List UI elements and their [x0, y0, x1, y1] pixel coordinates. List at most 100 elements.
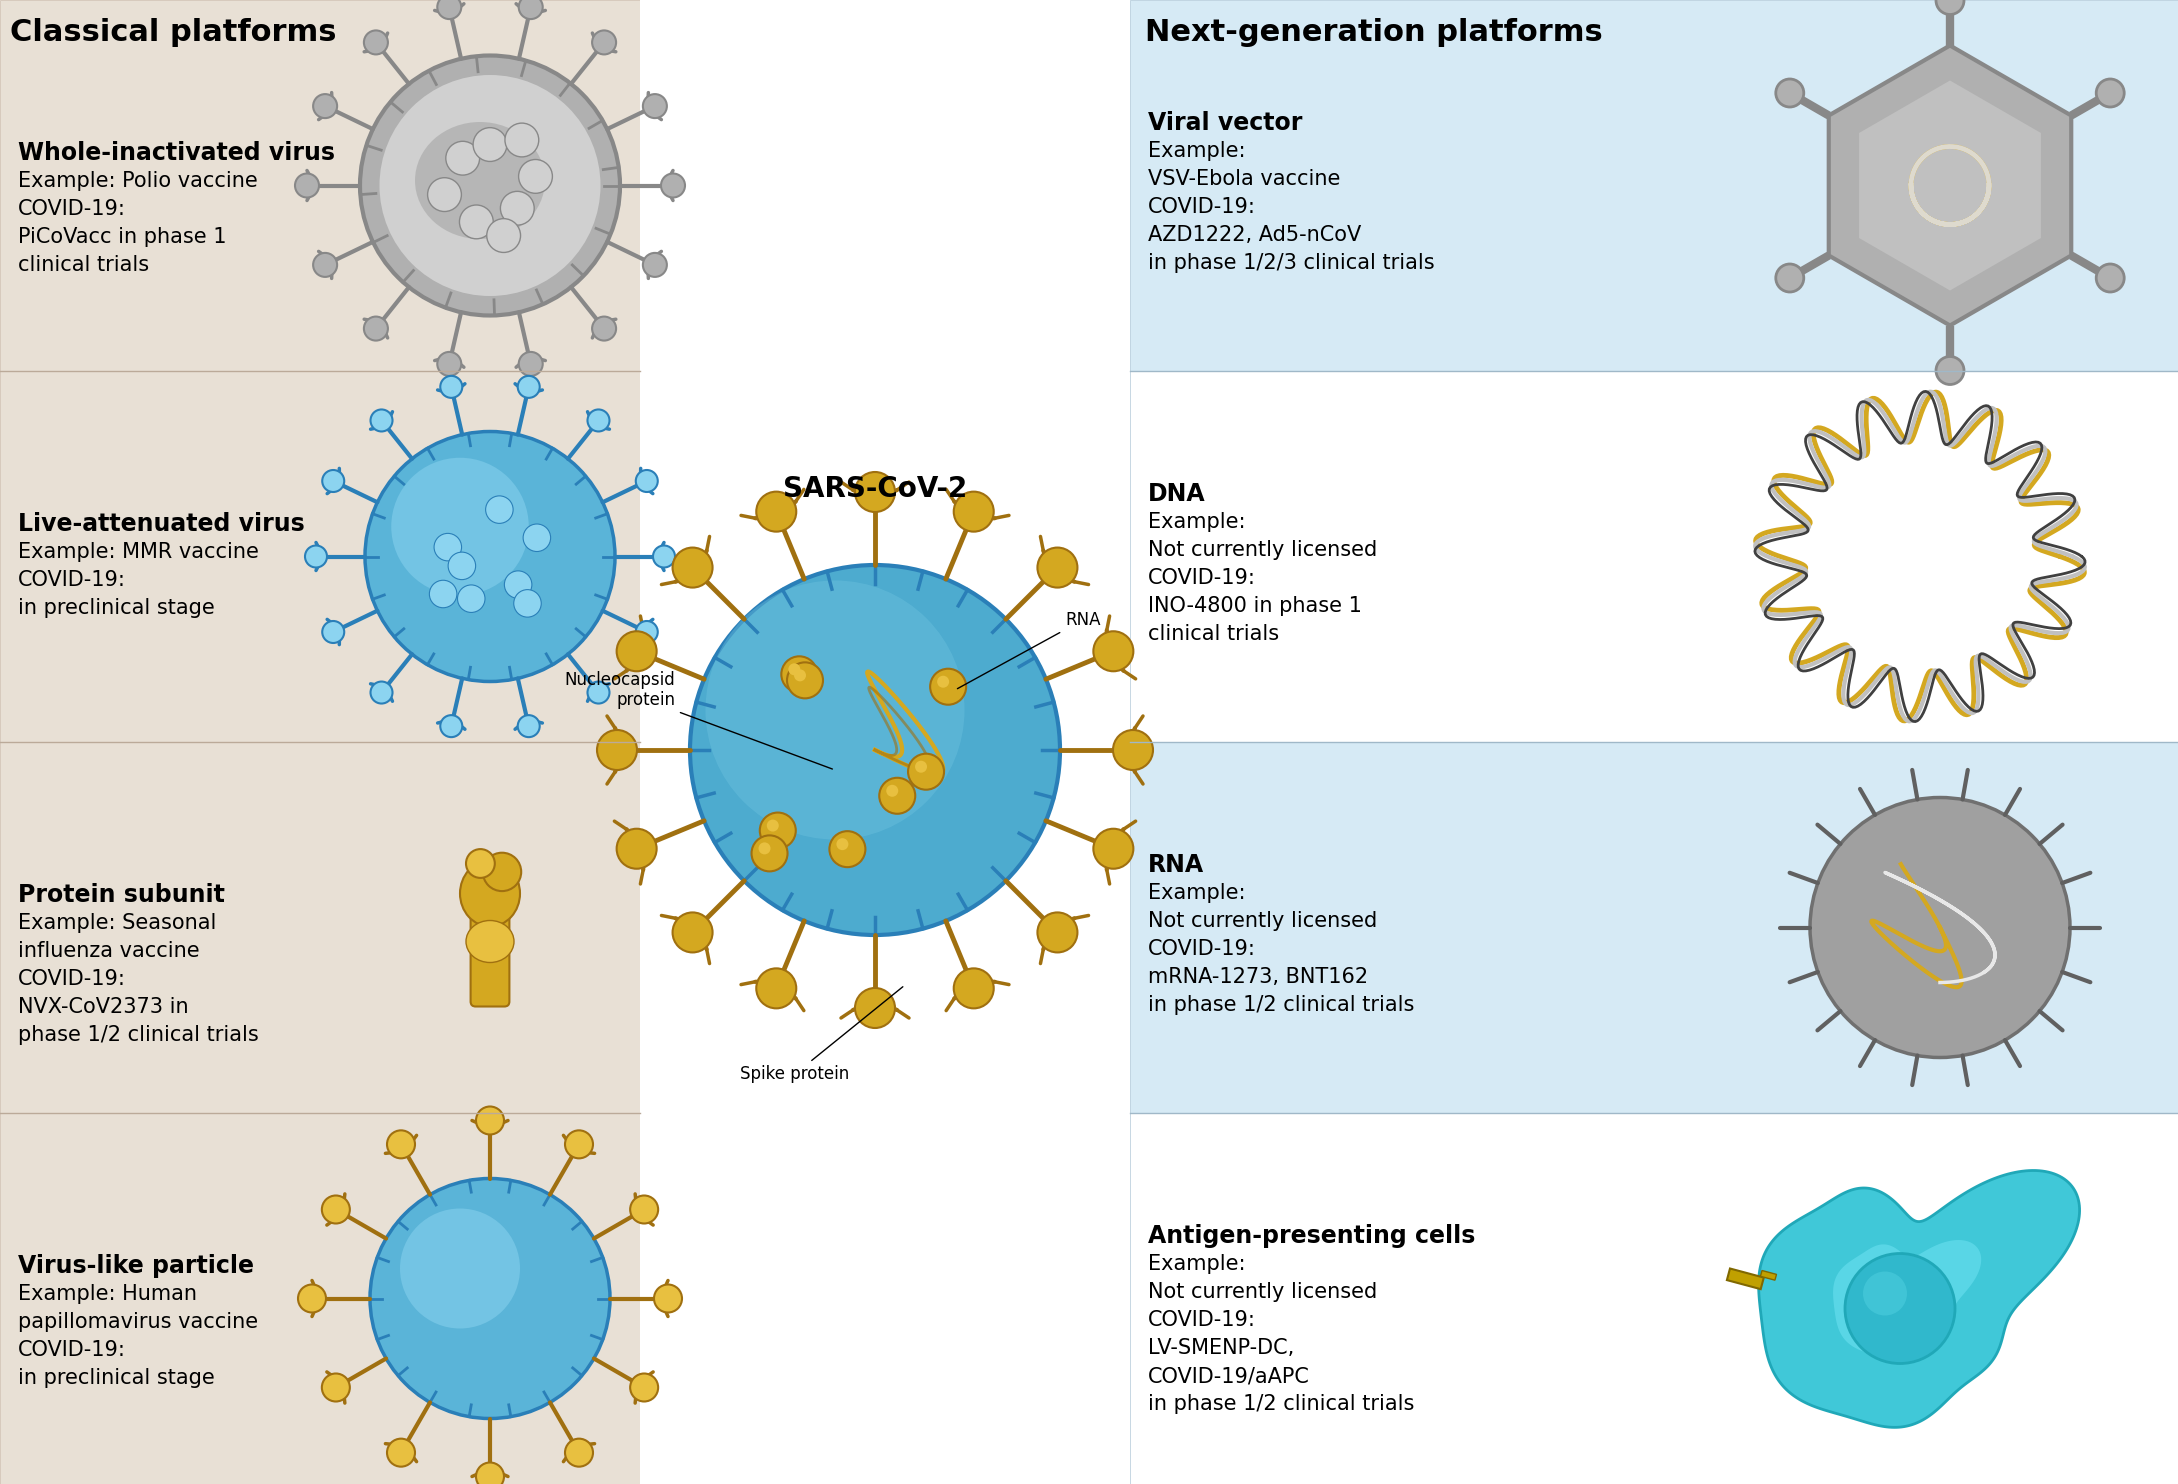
Circle shape: [518, 159, 553, 193]
Circle shape: [616, 828, 656, 868]
Circle shape: [429, 580, 457, 608]
Circle shape: [954, 969, 993, 1008]
Bar: [1130, 1113, 2178, 1484]
Circle shape: [756, 491, 797, 531]
Circle shape: [518, 715, 540, 738]
Text: Example: Seasonal
influenza vaccine
COVID-19:
NVX-CoV2373 in
phase 1/2 clinical : Example: Seasonal influenza vaccine COVI…: [17, 913, 259, 1045]
Circle shape: [856, 472, 895, 512]
Circle shape: [756, 969, 797, 1008]
Circle shape: [433, 533, 462, 561]
Circle shape: [954, 491, 993, 531]
Bar: [1130, 0, 2178, 371]
Circle shape: [379, 76, 601, 295]
Circle shape: [446, 141, 479, 175]
Circle shape: [305, 546, 327, 567]
Circle shape: [1093, 631, 1133, 671]
Circle shape: [505, 123, 538, 157]
Circle shape: [653, 1285, 682, 1312]
Circle shape: [388, 1438, 416, 1466]
Bar: [0, 0, 640, 371]
Circle shape: [523, 524, 551, 552]
Circle shape: [629, 1196, 658, 1223]
Circle shape: [392, 457, 529, 595]
Circle shape: [1936, 356, 1965, 384]
Circle shape: [629, 1374, 658, 1401]
Circle shape: [795, 669, 806, 681]
Text: Live-attenuated virus: Live-attenuated virus: [17, 512, 305, 536]
Circle shape: [856, 988, 895, 1028]
Circle shape: [477, 1107, 503, 1134]
Circle shape: [643, 93, 666, 119]
Circle shape: [473, 128, 507, 162]
FancyBboxPatch shape: [470, 901, 510, 1006]
Circle shape: [438, 0, 462, 19]
Text: Example: MMR vaccine
COVID-19:
in preclinical stage: Example: MMR vaccine COVID-19: in precli…: [17, 542, 259, 617]
Circle shape: [440, 715, 462, 738]
Circle shape: [1845, 1254, 1956, 1364]
Polygon shape: [1834, 1241, 1982, 1361]
Circle shape: [786, 662, 823, 699]
Circle shape: [908, 754, 943, 789]
Circle shape: [592, 316, 616, 340]
Circle shape: [518, 0, 542, 19]
Circle shape: [673, 913, 712, 953]
Circle shape: [1113, 730, 1152, 770]
Circle shape: [588, 410, 610, 432]
Text: RNA: RNA: [1148, 853, 1204, 877]
Text: DNA: DNA: [1148, 482, 1207, 506]
Circle shape: [486, 496, 514, 524]
Circle shape: [370, 681, 392, 703]
Circle shape: [830, 831, 865, 867]
Circle shape: [706, 580, 965, 840]
Circle shape: [653, 546, 675, 567]
Bar: [1130, 742, 2178, 1113]
Circle shape: [1936, 0, 1965, 15]
Circle shape: [1775, 79, 1803, 107]
Circle shape: [616, 631, 656, 671]
Circle shape: [564, 1131, 592, 1159]
Bar: [1727, 1269, 1764, 1290]
Circle shape: [1093, 828, 1133, 868]
Circle shape: [514, 589, 542, 617]
Circle shape: [298, 1285, 327, 1312]
Text: RNA: RNA: [958, 611, 1100, 689]
Circle shape: [370, 1178, 610, 1419]
Circle shape: [643, 252, 666, 278]
Circle shape: [501, 191, 534, 226]
Circle shape: [937, 675, 950, 687]
Text: Example:
Not currently licensed
COVID-19:
mRNA-1273, BNT162
in phase 1/2 clinica: Example: Not currently licensed COVID-19…: [1148, 883, 1414, 1015]
Circle shape: [636, 620, 658, 643]
Circle shape: [886, 785, 897, 797]
Circle shape: [364, 31, 388, 55]
Circle shape: [401, 1208, 521, 1328]
Circle shape: [322, 1374, 351, 1401]
Circle shape: [505, 571, 531, 598]
Circle shape: [460, 205, 492, 239]
Circle shape: [782, 656, 817, 693]
Text: Example:
VSV-Ebola vaccine
COVID-19:
AZD1222, Ad5-nCoV
in phase 1/2/3 clinical t: Example: VSV-Ebola vaccine COVID-19: AZD…: [1148, 141, 1435, 273]
Circle shape: [880, 778, 915, 813]
Circle shape: [438, 352, 462, 375]
Text: Virus-like particle: Virus-like particle: [17, 1254, 255, 1278]
Ellipse shape: [416, 122, 544, 239]
Polygon shape: [1830, 46, 2071, 325]
Text: Classical platforms: Classical platforms: [11, 18, 335, 47]
Text: Whole-inactivated virus: Whole-inactivated virus: [17, 141, 335, 165]
Circle shape: [359, 55, 621, 316]
Bar: [0, 1113, 640, 1484]
Circle shape: [597, 730, 636, 770]
Circle shape: [1037, 913, 1078, 953]
Circle shape: [564, 1438, 592, 1466]
Text: Spike protein: Spike protein: [741, 987, 904, 1083]
Circle shape: [767, 819, 780, 831]
Text: Next-generation platforms: Next-generation platforms: [1146, 18, 1603, 47]
Circle shape: [690, 565, 1061, 935]
Circle shape: [2095, 79, 2124, 107]
Circle shape: [486, 218, 521, 252]
Text: Example:
Not currently licensed
COVID-19:
INO-4800 in phase 1
clinical trials: Example: Not currently licensed COVID-19…: [1148, 512, 1376, 644]
Circle shape: [322, 1196, 351, 1223]
Circle shape: [930, 669, 967, 705]
Circle shape: [1810, 797, 2069, 1058]
Circle shape: [440, 375, 462, 398]
Circle shape: [484, 853, 521, 890]
